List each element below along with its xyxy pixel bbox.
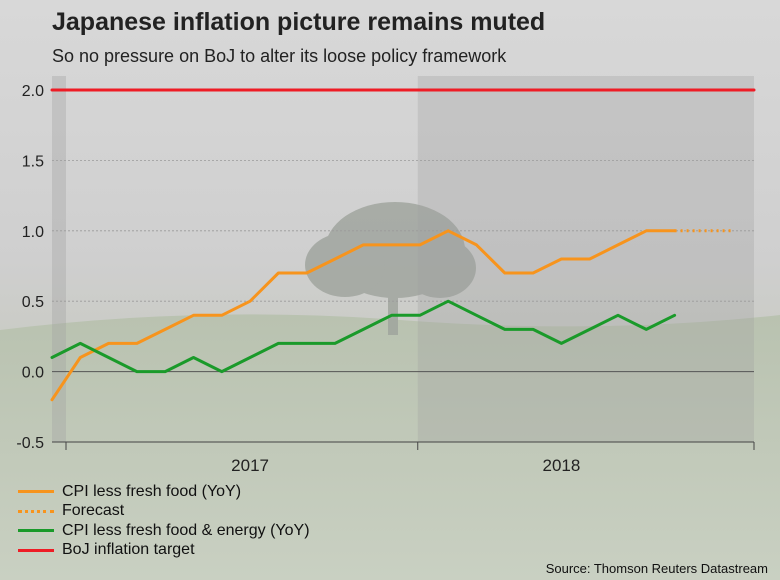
legend-item-corecore: CPI less fresh food & energy (YoY) [18,521,310,541]
legend-item-forecast: Forecast [18,502,310,522]
series-line-core [50,229,677,402]
legend-label-forecast: Forecast [62,502,125,520]
x-tick-label-2018: 2018 [542,456,580,475]
y-tick-label-2: 0.5 [22,294,44,311]
legend-item-core: CPI less fresh food (YoY) [18,482,310,502]
year-band-2016 [52,76,66,442]
source-note: Source: Thomson Reuters Datastream [545,561,768,576]
x-tick-label-2017: 2017 [231,456,269,475]
y-tick-label-5: 2.0 [22,83,44,100]
chart-subtitle: So no pressure on BoJ to alter its loose… [52,46,507,66]
legend-swatch-target [18,548,54,552]
legend-swatch-core [18,490,54,494]
legend-label-corecore: CPI less fresh food & energy (YoY) [62,521,310,539]
legend-label-core: CPI less fresh food (YoY) [62,482,242,500]
y-tick-label-4: 1.5 [22,153,44,170]
legend-item-target: BoJ inflation target [18,541,310,561]
tree-shape [305,202,476,335]
legend-swatch-forecast [18,509,54,513]
legend: CPI less fresh food (YoY) Forecast CPI l… [18,482,310,560]
y-tick-label-1: 0.0 [22,365,44,382]
legend-swatch-corecore [18,529,54,533]
y-tick-label-3: 1.0 [22,224,44,241]
y-tick-label-0: -0.5 [16,435,44,452]
chart-title: Japanese inflation picture remains muted [52,8,546,36]
legend-label-target: BoJ inflation target [62,541,195,559]
series-line-corecore [50,299,677,374]
